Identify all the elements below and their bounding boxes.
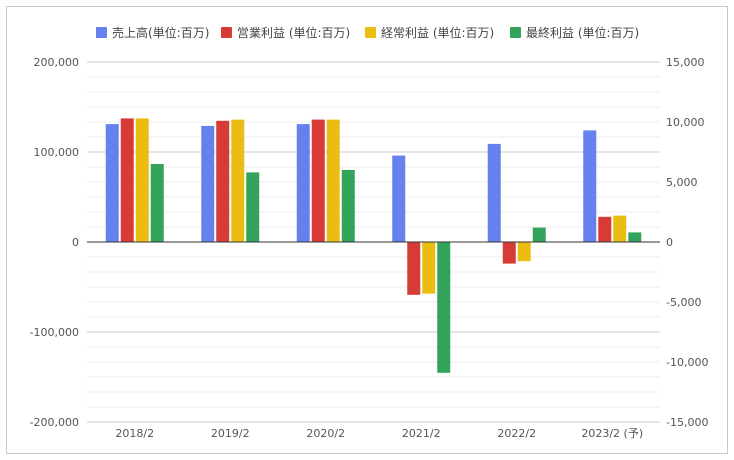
y-right-tick-label: 0 — [666, 236, 673, 249]
bar — [583, 130, 597, 242]
legend-swatch — [510, 27, 521, 38]
bar — [487, 143, 501, 242]
bar — [120, 118, 134, 242]
y-left-tick-label: -200,000 — [30, 416, 79, 429]
y-right-tick-label: -15,000 — [666, 416, 708, 429]
x-category-label: 2018/2 — [115, 427, 154, 440]
x-category-label: 2021/2 — [402, 427, 441, 440]
bar — [341, 170, 355, 242]
legend-swatch — [96, 27, 107, 38]
y-right-tick-label: 10,000 — [666, 116, 705, 129]
bar — [246, 172, 260, 242]
x-category-label: 2023/2 (予) — [581, 427, 643, 440]
y-left-tick-label: 200,000 — [34, 56, 80, 69]
bar — [613, 215, 627, 242]
bar — [216, 120, 230, 242]
x-category-label: 2022/2 — [497, 427, 536, 440]
y-right-tick-label: 5,000 — [666, 176, 698, 189]
y-left-tick-label: 0 — [72, 236, 79, 249]
x-category-label: 2020/2 — [306, 427, 345, 440]
bar — [407, 242, 421, 295]
bar — [135, 118, 149, 242]
legend-label: 経常利益 (単位:百万) — [381, 25, 494, 40]
legend-label: 最終利益 (単位:百万) — [526, 25, 639, 40]
bar — [296, 124, 310, 242]
bar — [532, 227, 546, 242]
bar — [628, 232, 642, 242]
bar — [326, 119, 340, 242]
bar — [201, 125, 215, 242]
y-right-tick-label: -5,000 — [666, 296, 701, 309]
y-left-tick-label: 100,000 — [34, 146, 80, 159]
bar — [150, 164, 164, 242]
legend-swatch — [365, 27, 376, 38]
bar — [231, 119, 245, 242]
bar — [105, 124, 119, 242]
y-left-tick-label: -100,000 — [30, 326, 79, 339]
legend-swatch — [221, 27, 232, 38]
bar — [422, 242, 436, 294]
bars — [105, 118, 642, 373]
x-category-label: 2019/2 — [211, 427, 250, 440]
legend-label: 営業利益 (単位:百万) — [237, 25, 350, 40]
bar — [437, 242, 451, 373]
y-right-tick-label: -10,000 — [666, 356, 708, 369]
bar — [598, 216, 612, 242]
bar — [502, 242, 516, 264]
bar — [517, 242, 531, 262]
bar — [311, 119, 325, 242]
bar — [392, 155, 406, 242]
legend-label: 売上高(単位:百万) — [112, 25, 209, 40]
y-right-tick-label: 15,000 — [666, 56, 705, 69]
legend: 売上高(単位:百万) 営業利益 (単位:百万) 経常利益 (単位:百万) 最終利益 (… — [96, 25, 639, 40]
gridlines — [87, 61, 660, 423]
